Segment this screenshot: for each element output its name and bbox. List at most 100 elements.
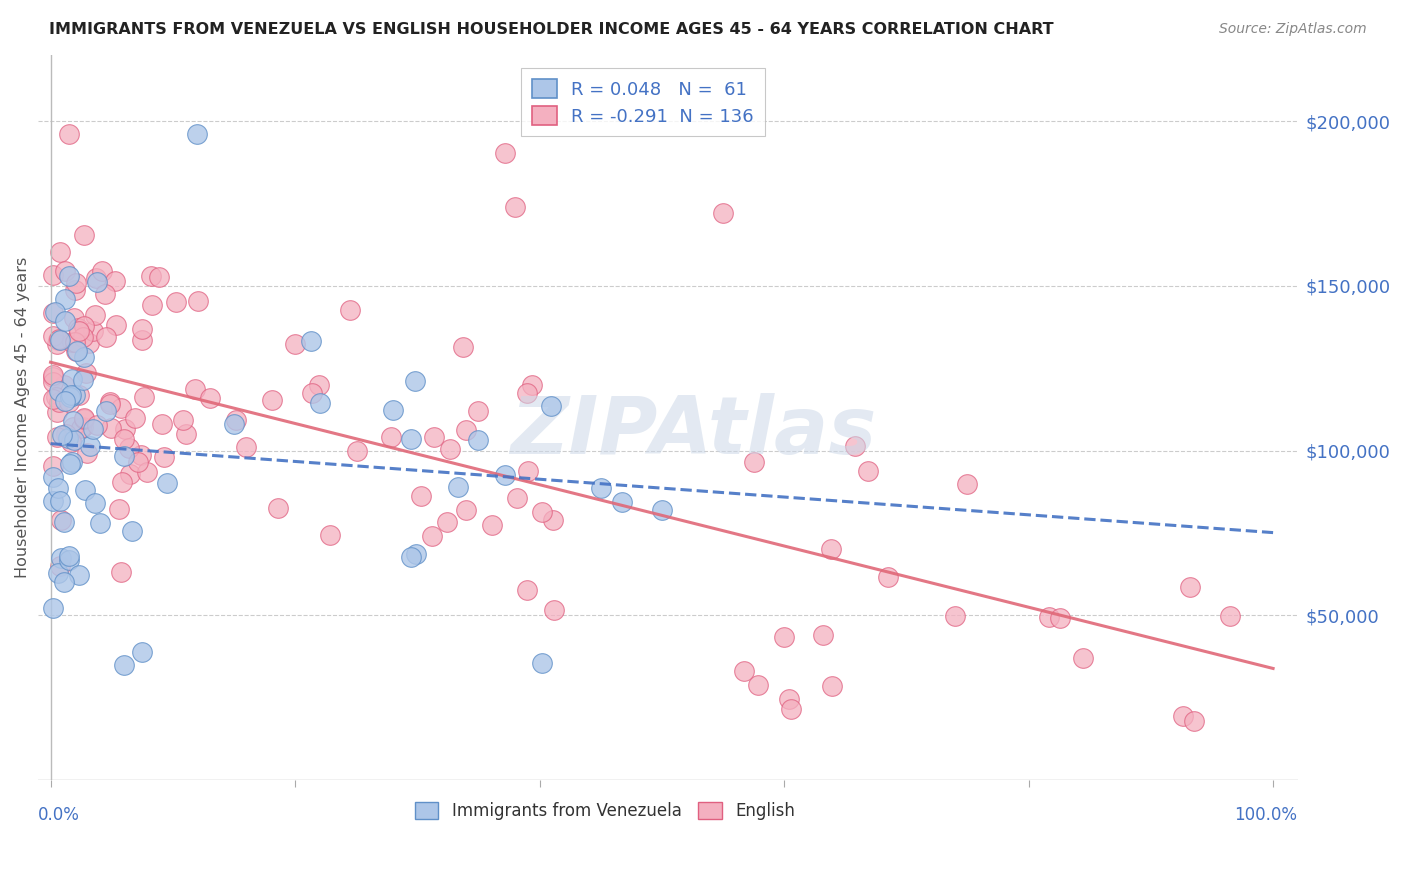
Point [44, 305, 66, 319]
Point [165, 294, 187, 309]
Point [53, 264, 76, 278]
Point [399, 432, 422, 446]
Point [111, 475, 134, 490]
Point [58, 553, 80, 567]
Point [103, 274, 125, 288]
Point [346, 444, 368, 458]
Point [1182, 714, 1205, 728]
Point [439, 442, 461, 456]
Point [67, 388, 90, 402]
Point [267, 500, 290, 515]
Point [494, 467, 516, 482]
Point [779, 702, 801, 716]
Point [49, 513, 72, 527]
Point [136, 465, 159, 479]
Point [821, 679, 844, 693]
Point [60, 455, 83, 469]
Point [73, 318, 96, 333]
Point [610, 494, 633, 508]
Point [319, 527, 342, 541]
Point [48, 384, 70, 399]
Point [62, 335, 84, 350]
Point [82, 422, 104, 436]
Point [79, 439, 101, 453]
Point [49, 334, 72, 348]
Point [456, 503, 478, 517]
Point [114, 422, 136, 436]
Point [589, 481, 612, 495]
Point [405, 547, 427, 561]
Point [62, 414, 84, 428]
Point [51, 428, 73, 442]
Point [66, 321, 89, 335]
Point [42, 370, 65, 384]
Legend: Immigrants from Venezuela, English: Immigrants from Venezuela, English [408, 795, 801, 826]
Point [42, 458, 65, 473]
Point [72, 420, 94, 434]
Point [48, 332, 70, 346]
Point [52, 378, 75, 392]
Point [467, 404, 489, 418]
Point [94, 330, 117, 344]
Point [540, 400, 562, 414]
Point [1173, 709, 1195, 723]
Point [63, 283, 86, 297]
Point [73, 412, 96, 426]
Point [105, 318, 128, 332]
Point [856, 464, 879, 478]
Point [235, 440, 257, 454]
Point [46, 481, 69, 495]
Point [63, 334, 86, 349]
Point [844, 440, 866, 454]
Point [112, 657, 135, 672]
Point [148, 269, 170, 284]
Point [742, 455, 765, 469]
Point [494, 145, 516, 160]
Point [42, 368, 65, 382]
Point [411, 489, 433, 503]
Point [481, 517, 503, 532]
Point [124, 411, 146, 425]
Point [118, 441, 141, 455]
Point [225, 413, 247, 427]
Point [651, 503, 673, 517]
Point [530, 656, 553, 670]
Point [150, 417, 173, 432]
Point [127, 455, 149, 469]
Point [301, 386, 323, 401]
Point [84, 271, 107, 285]
Point [520, 378, 543, 392]
Point [503, 200, 526, 214]
Point [1049, 610, 1071, 624]
Point [42, 375, 65, 389]
Point [72, 228, 94, 243]
Point [153, 450, 176, 464]
Point [156, 475, 179, 490]
Point [747, 678, 769, 692]
Point [516, 583, 538, 598]
Point [1178, 580, 1201, 594]
Text: Source: ZipAtlas.com: Source: ZipAtlas.com [1219, 22, 1367, 37]
Point [186, 128, 208, 142]
Point [308, 377, 330, 392]
Point [76, 446, 98, 460]
Point [453, 340, 475, 354]
Point [45, 430, 67, 444]
Point [45, 390, 67, 404]
Point [53, 292, 76, 306]
Point [58, 549, 80, 563]
Point [53, 394, 76, 409]
Point [94, 287, 117, 301]
Point [84, 308, 107, 322]
Point [63, 388, 86, 402]
Text: 0.0%: 0.0% [38, 806, 80, 824]
Point [82, 325, 104, 339]
Point [67, 568, 90, 582]
Point [118, 467, 141, 481]
Point [42, 494, 65, 508]
Point [711, 206, 734, 220]
Point [42, 470, 65, 484]
Point [467, 433, 489, 447]
Point [65, 344, 87, 359]
Point [943, 608, 966, 623]
